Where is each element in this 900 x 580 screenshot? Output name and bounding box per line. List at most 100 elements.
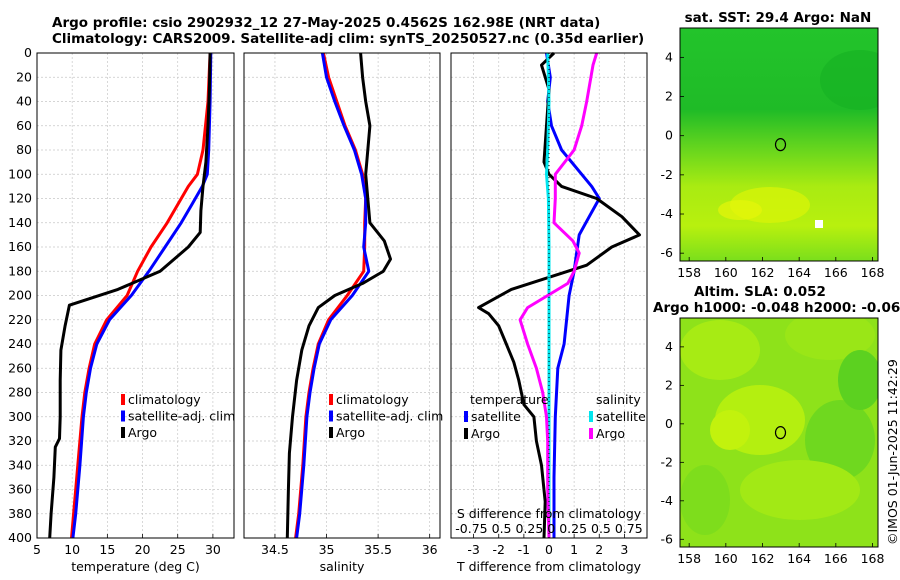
map-x-tick-label: 162: [751, 551, 775, 566]
legend-label: climatology: [128, 392, 201, 407]
series-line-temperature-satellite: [545, 52, 601, 538]
map-x-tick-label: 160: [714, 551, 738, 566]
y-tick-label: 120: [8, 191, 32, 206]
map-y-tick-label: 0: [665, 416, 673, 431]
series-line-temperature-argo: [477, 51, 641, 539]
map-x-tick-label: 158: [677, 551, 701, 566]
inner-axis-label: S difference from climatology: [457, 506, 642, 521]
legend-label: satellite-adj. clim: [336, 409, 443, 424]
x-tick-label: 15: [99, 542, 115, 557]
x-axis-label: salinity: [320, 559, 365, 574]
legend-label: Argo: [336, 425, 365, 440]
map-x-tick-label: 158: [677, 265, 701, 280]
x-tick-label: 10: [64, 542, 80, 557]
series-line-salinity-satellite: [545, 52, 551, 538]
x-tick-label: 34.5: [261, 542, 289, 557]
x-tick-label: 1: [570, 542, 578, 557]
panel-temperature: 0 20 40 60 80 100 120 140 160 180 200 220 240 260 280 3…: [8, 45, 235, 574]
x-tick-label: -3: [467, 542, 479, 557]
map-y-tick-label: 4: [665, 339, 673, 354]
map-x-tick-label: 168: [861, 265, 885, 280]
chart-title-line2: Climatology: CARS2009. Satellite-adj cli…: [52, 31, 645, 47]
legend-label: Argo: [596, 426, 625, 441]
x-axis-label: temperature (deg C): [71, 559, 200, 574]
y-tick-label: 20: [16, 69, 32, 84]
y-tick-label: 300: [8, 409, 32, 424]
y-tick-label: 40: [16, 94, 32, 109]
x-tick-label: 36: [422, 542, 438, 557]
map-y-tick-label: -2: [661, 167, 673, 182]
map-y-tick-label: 0: [665, 128, 673, 143]
map-x-tick-label: 164: [787, 265, 811, 280]
legend-label: satellite: [596, 409, 646, 424]
panel-salinity: 34.5 35 35.5 36 salinity climatology satellite…: [243, 52, 443, 574]
legend-label: climatology: [336, 392, 409, 407]
panel-differences: -3 -2 -1 0 1 2 3 T difference from climatology S…: [450, 51, 648, 574]
x-tick-label: 3: [620, 542, 628, 557]
y-tick-label: 260: [8, 360, 32, 375]
map-x-tick-label: 162: [751, 265, 775, 280]
legend-label: Argo: [471, 426, 500, 441]
y-tick-label: 340: [8, 457, 32, 472]
plot-frame: [243, 52, 441, 539]
y-tick-label: 240: [8, 336, 32, 351]
legend-label: satellite: [471, 409, 521, 424]
map-axes-sst_map: 158 160 162 164 166 168 4 2 0 -2 -4 -6 sat. SST: 29.…: [661, 10, 885, 280]
y-tick-label: 280: [8, 385, 32, 400]
map-title: Altim. SLA: 0.052: [694, 284, 826, 300]
series-line-satellite-adj-clim: [71, 52, 213, 539]
x-tick-label: 2: [595, 542, 603, 557]
map-y-tick-label: -2: [661, 454, 673, 469]
map-y-tick-label: -6: [661, 531, 674, 546]
y-tick-label: 360: [8, 482, 32, 497]
y-tick-label: 380: [8, 506, 32, 521]
x-tick-label: 20: [135, 542, 151, 557]
x-tick-label: 25: [170, 542, 186, 557]
sla-argo-marker: [774, 426, 787, 440]
x-tick-label: 30: [205, 542, 221, 557]
map-axes-sla_map: 158 160 162 164 166 168 4 2 0 -2 -4 -6 Altim. SLA: 0…: [653, 284, 900, 566]
y-tick-label: 160: [8, 239, 32, 254]
y-tick-label: 100: [8, 166, 32, 181]
sst-argo-marker: [774, 138, 787, 152]
map-y-tick-label: -4: [661, 206, 674, 221]
plot-frame: [36, 52, 235, 539]
series-line-climatology: [294, 52, 368, 539]
y-tick-label: 400: [8, 530, 32, 545]
sst-map: [679, 27, 879, 262]
map-y-tick-label: -4: [661, 493, 674, 508]
map-x-tick-label: 166: [824, 551, 848, 566]
x-tick-label: -1: [518, 542, 530, 557]
legend-label: satellite-adj. clim: [128, 409, 235, 424]
x-tick-label: 5: [33, 542, 41, 557]
map-title: sat. SST: 29.4 Argo: NaN: [685, 10, 872, 26]
series-line-argo: [48, 52, 212, 539]
series-line-satellite-adj-clim: [295, 52, 371, 539]
y-tick-label: 200: [8, 288, 32, 303]
map-y-tick-label: 2: [665, 89, 673, 104]
legend-label: Argo: [128, 425, 157, 440]
series-line-salinity-argo: [518, 52, 599, 539]
copyright-timestamp: ©IMOS 01-Jun-2025 11:42:29: [885, 359, 900, 545]
x-tick-label: 35.5: [364, 542, 392, 557]
chart-title-line1: Argo profile: csio 2902932_12 27-May-202…: [52, 15, 601, 31]
y-tick-label: 60: [16, 118, 32, 133]
y-tick-label: 220: [8, 312, 32, 327]
map-subtitle: Argo h1000: -0.048 h2000: -0.068: [653, 300, 900, 316]
series-line-argo: [285, 52, 392, 539]
x-tick-label: -2: [493, 542, 505, 557]
x-axis-label: T difference from climatology: [456, 559, 642, 574]
legend-title: temperature: [470, 392, 549, 407]
map-x-tick-label: 166: [824, 265, 848, 280]
y-tick-label: 320: [8, 433, 32, 448]
map-x-tick-label: 164: [787, 551, 811, 566]
plot-frame: [450, 52, 648, 539]
y-tick-label: 0: [24, 45, 32, 60]
y-tick-label: 80: [16, 142, 32, 157]
inner-tick-labels: -0.75 0.5 0.25 0 0.25 0.5 0.75: [455, 521, 642, 536]
y-tick-label: 140: [8, 215, 32, 230]
legend-title: salinity: [596, 392, 641, 407]
x-tick-label: 35: [319, 542, 335, 557]
y-tick-label: 180: [8, 263, 32, 278]
